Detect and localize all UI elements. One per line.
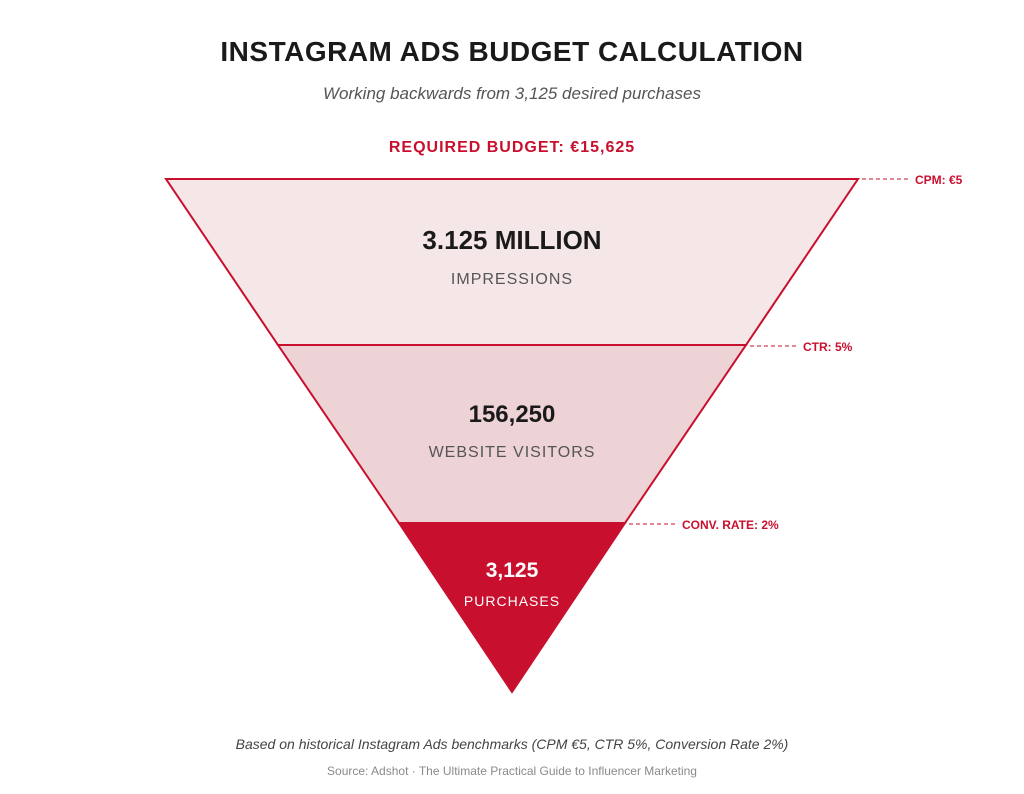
- page-title: INSTAGRAM ADS BUDGET CALCULATION: [220, 36, 804, 67]
- funnel-stage-impressions: [164, 178, 860, 346]
- required-budget: REQUIRED BUDGET: €15,625: [388, 139, 636, 156]
- stage-label-purchases: PURCHASES: [464, 593, 560, 609]
- rate-label-conv: CONV. RATE: 2%: [682, 518, 779, 532]
- stage-label-impressions: IMPRESSIONS: [451, 271, 573, 288]
- rate-label-cpm: CPM: €5: [915, 173, 963, 187]
- stage-value-purchases: 3,125: [486, 559, 539, 582]
- stage-value-impressions: 3.125 MILLION: [422, 225, 601, 255]
- funnel-stage-purchases: [397, 522, 627, 694]
- stage-label-visitors: WEBSITE VISITORS: [429, 444, 596, 461]
- rate-label-ctr: CTR: 5%: [803, 340, 853, 354]
- funnel-stage-visitors: [276, 344, 748, 524]
- benchmark-footnote: Based on historical Instagram Ads benchm…: [235, 736, 789, 752]
- source-credit: Source: Adshot · The Ultimate Practical …: [327, 764, 697, 778]
- page-subtitle: Working backwards from 3,125 desired pur…: [323, 84, 701, 103]
- stage-value-visitors: 156,250: [469, 401, 556, 428]
